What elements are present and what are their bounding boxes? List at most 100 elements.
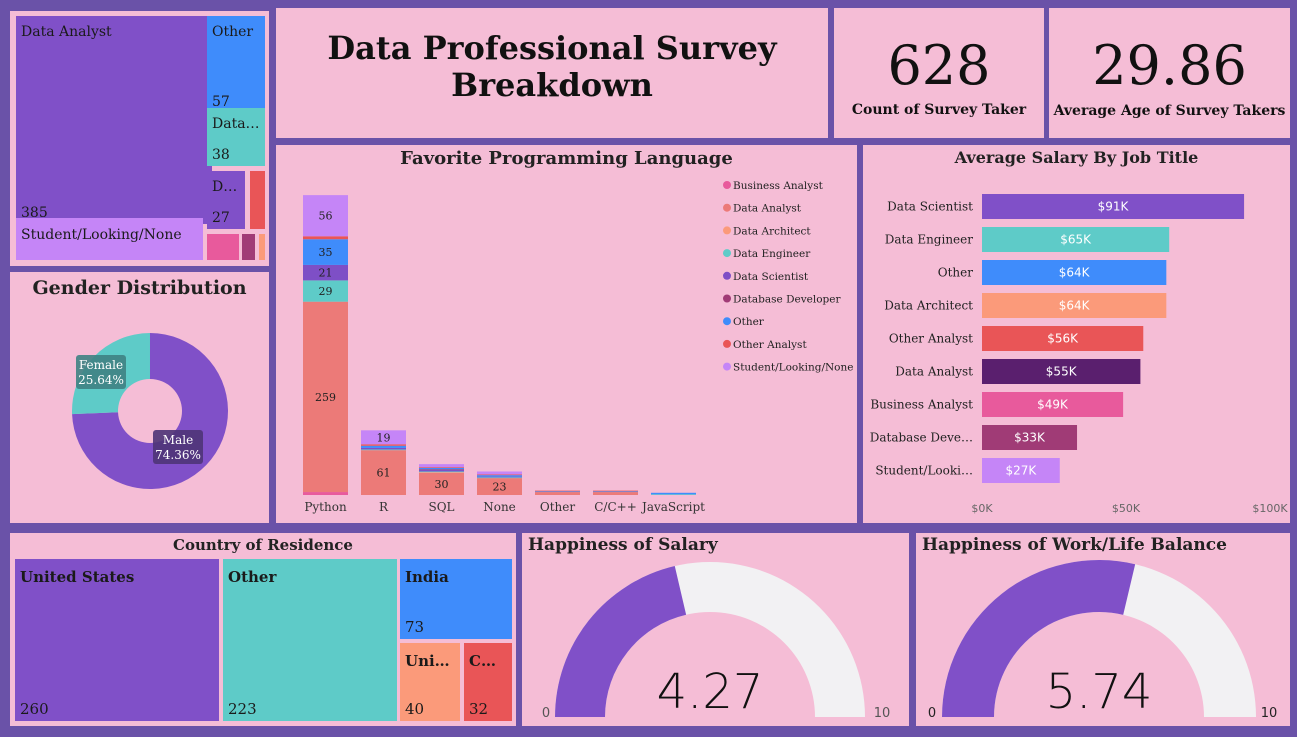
bar-segment-sql-data-architect[interactable]	[419, 472, 464, 473]
salary-bar-database-deve[interactable]	[982, 425, 1078, 450]
treemap-cell-data-analyst[interactable]: Data Analyst 385	[16, 16, 212, 224]
salary-bar-business-analyst[interactable]	[982, 392, 1124, 417]
bar-segment-r-data-scientist[interactable]	[361, 447, 406, 450]
legend-label-data-analyst[interactable]: Data Analyst	[733, 203, 802, 215]
bar-segment-sql-data-engineer[interactable]	[419, 471, 464, 473]
salary-bar-data-scientist[interactable]	[982, 194, 1245, 219]
bar-segment-python-other-analyst[interactable]	[303, 236, 348, 240]
title-panel: Data Professional Survey Breakdown	[276, 8, 828, 138]
treemap-value: 385	[21, 205, 48, 221]
country-cell-united-kingdom[interactable]: Uni… 40	[400, 643, 460, 721]
language-stacked-bar-chart: 259 29 21 35 56 Python 61 19 R 30 SQL 23 None Other C/…	[303, 180, 853, 514]
treemap-cell-database-developer[interactable]	[242, 234, 255, 260]
legend-label-data-engineer[interactable]: Data Engineer	[733, 248, 811, 260]
treemap-cell-data-architect[interactable]	[259, 234, 265, 260]
bar-segment-python-data-analyst[interactable]	[303, 301, 348, 493]
treemap-cell-data-scientist[interactable]: D… 27	[207, 171, 245, 229]
country-cell-united-states[interactable]: United States 260	[15, 559, 219, 721]
country-value: 32	[469, 700, 489, 718]
treemap-cell-data-engineer[interactable]: Data… 38	[207, 108, 265, 166]
salary-bar-other-analyst[interactable]	[982, 326, 1144, 351]
salary-data-label-business-analyst: $49K	[1037, 398, 1069, 412]
bar-segment-other-other-analyst[interactable]	[535, 490, 580, 492]
bar-segment-sql-data-scientist[interactable]	[419, 470, 464, 472]
salary-bar-data-architect[interactable]	[982, 293, 1167, 318]
count-label: Count of Survey Taker	[851, 102, 1027, 118]
x-tick-javascript: JavaScript	[640, 500, 705, 514]
worklife-gauge: 5.74 0 10	[928, 559, 1277, 721]
salary-data-label-data-architect: $64K	[1059, 299, 1091, 313]
bar-segment-python-other[interactable]	[303, 239, 348, 265]
country-cell-other[interactable]: Other 223	[223, 559, 397, 721]
country-cell-india[interactable]: India 73	[400, 559, 512, 639]
salary-gauge-title: Happiness of Salary	[528, 535, 718, 555]
treemap-cell-other[interactable]: Other 57	[207, 16, 265, 113]
bar-segment-other-other[interactable]	[535, 491, 580, 493]
country-label: Uni…	[405, 652, 450, 670]
bar-segment-javascript-other[interactable]	[651, 492, 696, 495]
treemap-label: Data Analyst	[21, 24, 112, 40]
data-label-python-student-looking-none: 56	[319, 210, 333, 223]
bar-segment-none-other-analyst[interactable]	[477, 474, 522, 476]
bar-segment-sql-student-looking-none[interactable]	[419, 464, 464, 468]
bar-segment-r-data-engineer[interactable]	[361, 449, 406, 451]
bar-segment-c-c-data-analyst[interactable]	[593, 492, 638, 495]
bar-segment-none-data-engineer[interactable]	[477, 477, 522, 479]
legend-label-data-architect[interactable]: Data Architect	[733, 225, 811, 237]
legend-swatch-database-developer	[723, 294, 731, 303]
gauge-fill	[942, 559, 1136, 717]
male-pct: 74.36%	[155, 448, 201, 462]
legend-label-data-scientist[interactable]: Data Scientist	[733, 271, 809, 283]
bar-segment-sql-other-analyst[interactable]	[419, 467, 464, 468]
y-tick-data-architect: Data Architect	[884, 299, 973, 313]
bar-segment-python-data-scientist[interactable]	[303, 264, 348, 281]
x-tick-sql: SQL	[428, 500, 454, 514]
bar-segment-r-data-analyst[interactable]	[361, 450, 406, 495]
bar-segment-javascript-data-engineer[interactable]	[651, 494, 696, 495]
legend-label-other-analyst[interactable]: Other Analyst	[733, 339, 807, 351]
bar-segment-sql-other[interactable]	[419, 467, 464, 470]
bar-segment-r-other[interactable]	[361, 445, 406, 448]
bar-segment-r-student-looking-none[interactable]	[361, 430, 406, 445]
bar-segment-c-c-other-analyst[interactable]	[593, 490, 638, 492]
legend-swatch-business-analyst	[723, 181, 731, 189]
gauge-max-label: 10	[874, 706, 891, 721]
bar-segment-none-data-scientist[interactable]	[477, 476, 522, 478]
legend-label-business-analyst[interactable]: Business Analyst	[733, 180, 824, 192]
country-label: United States	[20, 568, 135, 586]
legend-label-database-developer[interactable]: Database Developer	[733, 294, 841, 306]
bar-segment-r-other-analyst[interactable]	[361, 444, 406, 446]
bar-segment-none-other[interactable]	[477, 475, 522, 477]
bar-segment-c-c-other[interactable]	[593, 491, 638, 493]
country-label: Other	[228, 568, 277, 586]
country-cell-canada[interactable]: C… 32	[464, 643, 512, 721]
bar-segment-python-data-engineer[interactable]	[303, 280, 348, 302]
salary-bar-student-looki[interactable]	[982, 458, 1060, 483]
treemap-cell-business-analyst[interactable]	[207, 234, 239, 260]
legend-label-student-looking-none[interactable]: Student/Looking/None	[733, 362, 853, 374]
x-tick-none: None	[483, 500, 516, 514]
bar-segment-other-data-analyst[interactable]	[535, 492, 580, 495]
country-label: India	[405, 568, 449, 586]
dashboard-title: Data Professional Survey Breakdown	[276, 30, 828, 104]
age-card: 29.86 Average Age of Survey Takers	[1049, 8, 1290, 138]
treemap-cell-other-analyst[interactable]	[250, 171, 265, 229]
bar-segment-python-student-looking-none[interactable]	[303, 195, 348, 237]
treemap-label: Student/Looking/None	[21, 227, 182, 243]
country-label: C…	[469, 652, 496, 670]
salary-bar-other[interactable]	[982, 260, 1167, 285]
y-tick-student-looki: Student/Looki…	[875, 464, 973, 478]
bar-segment-none-student-looking-none[interactable]	[477, 471, 522, 475]
bar-segment-none-data-analyst[interactable]	[477, 478, 522, 495]
bar-segment-sql-database-developer[interactable]	[419, 469, 464, 471]
bar-segment-sql-data-analyst[interactable]	[419, 472, 464, 495]
gauge-fill	[555, 566, 687, 717]
salary-bar-data-analyst[interactable]	[982, 359, 1141, 384]
legend-swatch-data-engineer	[723, 249, 731, 258]
country-value: 40	[405, 700, 425, 718]
salary-bar-data-engineer[interactable]	[982, 227, 1170, 252]
bar-segment-python-business-analyst[interactable]	[303, 492, 348, 495]
data-label-python-other: 35	[319, 246, 333, 259]
legend-label-other[interactable]: Other	[733, 316, 765, 328]
treemap-cell-student[interactable]: Student/Looking/None	[16, 218, 203, 260]
